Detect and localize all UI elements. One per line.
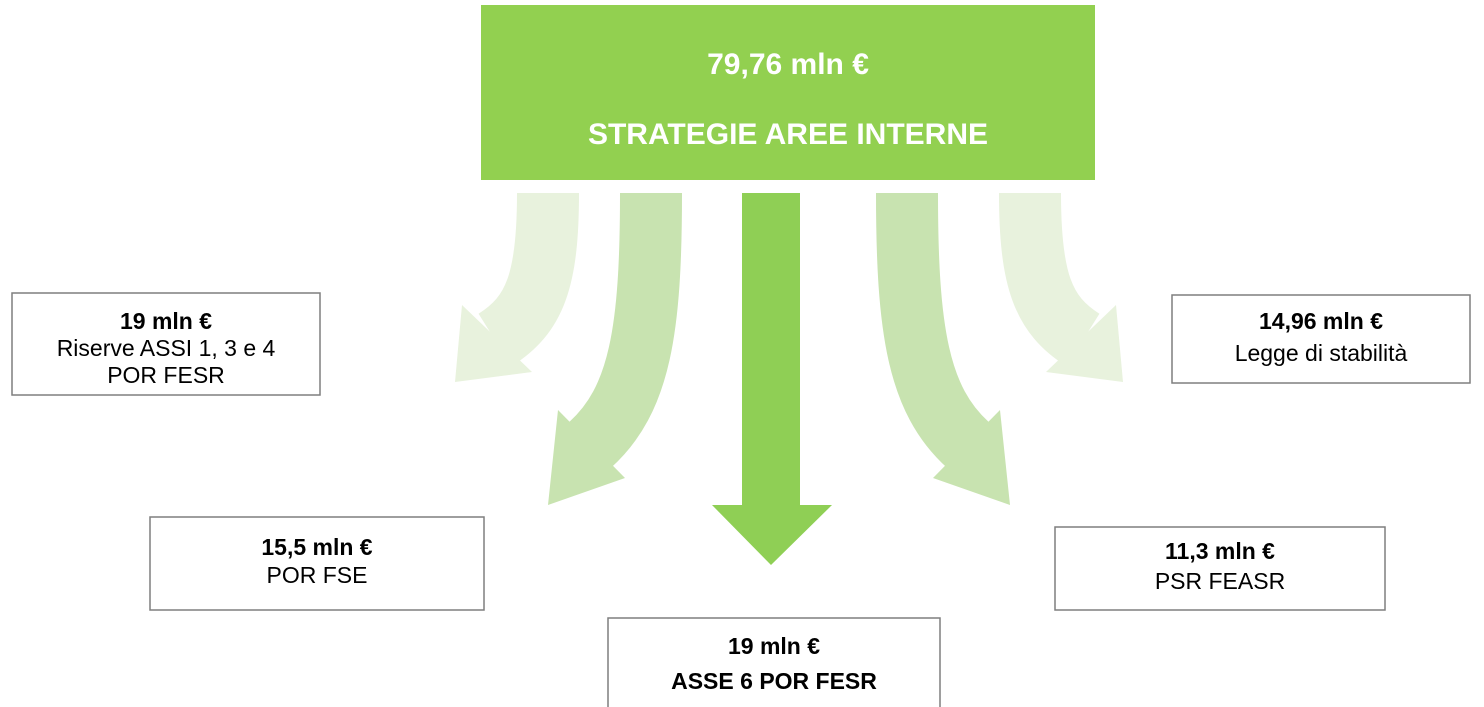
- node-amount: 19 mln €: [728, 633, 820, 659]
- node-text: PSR FEASR: [1155, 568, 1285, 594]
- node-text: Riserve ASSI 1, 3 e 4: [57, 335, 276, 361]
- header-box: [481, 5, 1095, 180]
- node-box: [149, 516, 485, 611]
- node-box: [11, 292, 321, 396]
- arrow-head: [455, 305, 532, 382]
- arrow-head: [548, 410, 625, 505]
- arrow: [742, 193, 800, 505]
- node-amount: 14,96 mln €: [1259, 308, 1383, 334]
- node-text: POR FSE: [267, 562, 368, 588]
- arrow-head: [933, 410, 1010, 505]
- node-text: ASSE 6 POR FESR: [671, 668, 877, 694]
- header-amount: 79,76 mln €: [707, 48, 869, 81]
- node-amount: 11,3 mln €: [1165, 538, 1275, 564]
- arrow: [568, 192, 682, 469]
- arrow-head: [712, 505, 832, 565]
- node-box: [1054, 526, 1386, 611]
- node-amount: 15,5 mln €: [261, 534, 372, 560]
- node-text: POR FESR: [107, 362, 225, 388]
- node-amount: 19 mln €: [120, 308, 212, 334]
- arrow: [876, 192, 990, 469]
- arrow-head: [1046, 305, 1123, 382]
- node-text: Legge di stabilità: [1235, 340, 1408, 366]
- arrow: [477, 192, 579, 367]
- node-box: [1171, 294, 1471, 384]
- arrow: [999, 192, 1101, 367]
- header-title: STRATEGIE AREE INTERNE: [588, 118, 988, 151]
- node-box: [607, 617, 941, 707]
